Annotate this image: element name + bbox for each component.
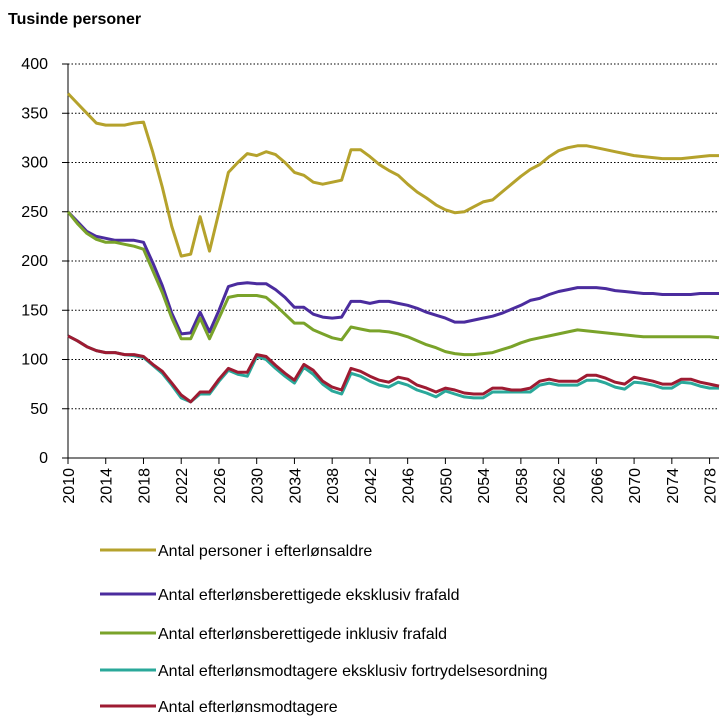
y-tick-label: 150 (21, 302, 48, 319)
x-tick-label: 2050 (438, 468, 455, 504)
x-tick-label: 2022 (174, 468, 191, 504)
x-tick-label: 2010 (61, 468, 78, 504)
x-tick-label: 2030 (250, 468, 267, 504)
x-tick-label: 2034 (287, 468, 304, 504)
x-tick-label: 2046 (401, 468, 418, 504)
y-axis-title: Tusinde personer (8, 11, 141, 28)
y-tick-label: 250 (21, 204, 48, 221)
legend-label: Antal efterlønsmodtagere (158, 699, 338, 716)
y-tick-label: 200 (21, 253, 48, 270)
y-tick-label: 400 (21, 56, 48, 73)
x-tick-label: 2058 (514, 468, 531, 504)
y-tick-label: 0 (39, 450, 48, 467)
y-tick-label: 300 (21, 155, 48, 172)
y-tick-label: 350 (21, 105, 48, 122)
line-series (66, 92, 719, 258)
x-tick-label: 2042 (363, 468, 380, 504)
y-tick-label: 100 (21, 352, 48, 369)
line-series (66, 210, 719, 336)
x-tick-label: 2062 (552, 468, 569, 504)
x-tick-label: 2026 (212, 468, 229, 504)
x-tick-label: 2018 (136, 468, 153, 504)
legend-label: Antal efterlønsmodtagere eksklusiv fortr… (158, 663, 548, 680)
legend-label: Antal personer i efterlønsaldre (158, 543, 372, 560)
x-tick-label: 2074 (665, 468, 682, 504)
y-tick-label: 50 (30, 401, 48, 418)
line-series (67, 334, 720, 404)
legend-label: Antal efterlønsberettigede eksklusiv fra… (158, 587, 459, 604)
x-tick-label: 2070 (627, 468, 644, 504)
line-series (67, 334, 719, 404)
line-series (66, 210, 720, 357)
x-tick-label: 2054 (476, 468, 493, 504)
x-tick-label: 2038 (325, 468, 342, 504)
x-tick-label: 2066 (589, 468, 606, 504)
x-tick-label: 2014 (99, 468, 116, 504)
legend-label: Antal efterlønsberettigede inklusiv fraf… (158, 626, 447, 643)
x-tick-label: 2078 (703, 468, 720, 504)
